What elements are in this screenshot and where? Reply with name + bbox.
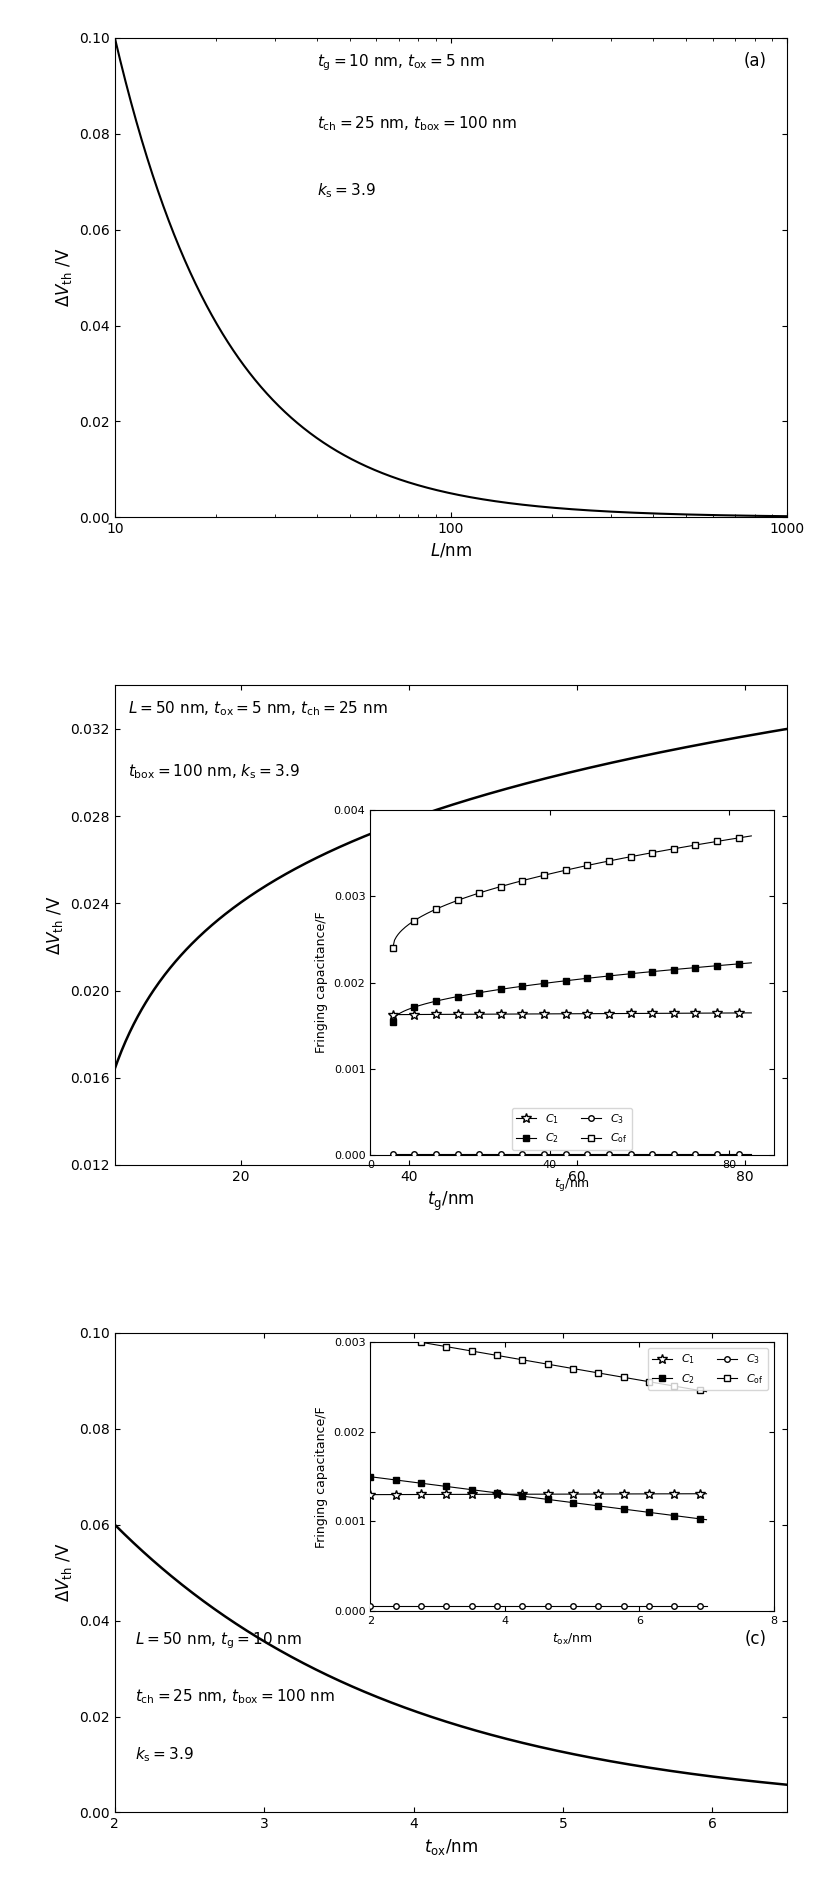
X-axis label: $L$/nm: $L$/nm [429, 542, 472, 561]
X-axis label: $t_{\mathrm{ox}}$/nm: $t_{\mathrm{ox}}$/nm [423, 1837, 477, 1858]
Y-axis label: $\Delta V_{\mathrm{th}}$ /V: $\Delta V_{\mathrm{th}}$ /V [53, 1542, 74, 1603]
Text: (c): (c) [744, 1629, 766, 1648]
Y-axis label: $\Delta V_{\mathrm{th}}$ /V: $\Delta V_{\mathrm{th}}$ /V [53, 247, 74, 308]
Text: $L = 50$ nm, $t_{\mathrm{ox}} = 5$ nm, $t_{\mathrm{ch}} = 25$ nm: $L = 50$ nm, $t_{\mathrm{ox}} = 5$ nm, $… [128, 700, 387, 717]
Text: $t_{\mathrm{box}} = 100$ nm, $k_{\mathrm{s}} = 3.9$: $t_{\mathrm{box}} = 100$ nm, $k_{\mathrm… [128, 763, 300, 782]
Text: (a): (a) [743, 53, 766, 70]
Text: $t_{\mathrm{ch}} = 25$ nm, $t_{\mathrm{box}} = 100$ nm: $t_{\mathrm{ch}} = 25$ nm, $t_{\mathrm{b… [135, 1688, 335, 1707]
Y-axis label: $\Delta V_{\mathrm{th}}$ /V: $\Delta V_{\mathrm{th}}$ /V [45, 895, 65, 955]
Text: $k_{\mathrm{s}} = 3.9$: $k_{\mathrm{s}} = 3.9$ [316, 181, 375, 200]
Text: $L = 50$ nm, $t_{\mathrm{g}} = 10$ nm: $L = 50$ nm, $t_{\mathrm{g}} = 10$ nm [135, 1629, 301, 1650]
Text: $t_{\mathrm{ch}} = 25$ nm, $t_{\mathrm{box}} = 100$ nm: $t_{\mathrm{ch}} = 25$ nm, $t_{\mathrm{b… [316, 115, 516, 134]
Text: (b): (b) [743, 887, 766, 904]
Text: $t_{\mathrm{g}} = 10$ nm, $t_{\mathrm{ox}} = 5$ nm: $t_{\mathrm{g}} = 10$ nm, $t_{\mathrm{ox… [316, 53, 484, 74]
X-axis label: $t_{\mathrm{g}}$/nm: $t_{\mathrm{g}}$/nm [427, 1189, 474, 1212]
Text: $k_{\mathrm{s}} = 3.9$: $k_{\mathrm{s}} = 3.9$ [135, 1745, 193, 1763]
